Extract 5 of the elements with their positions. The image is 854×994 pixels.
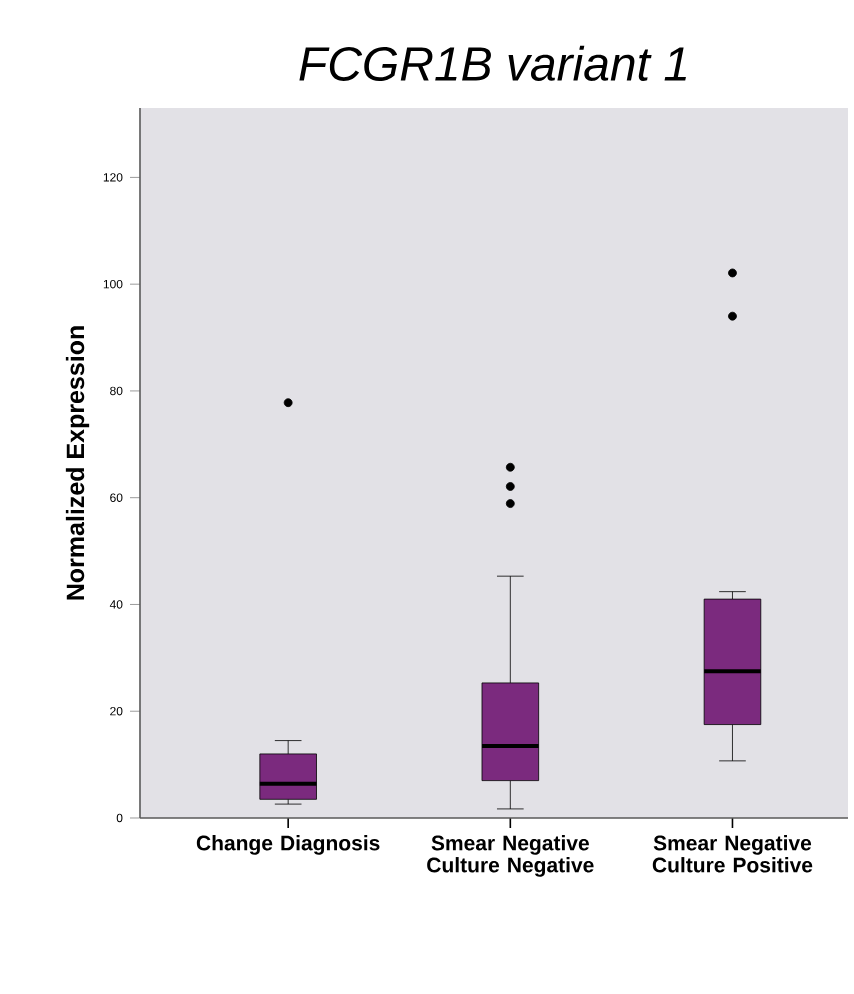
x-tick-label: Smear Negative Culture Negative (427, 835, 594, 877)
x-tick-label: Change Diagnosis (196, 835, 380, 855)
x-tick-label: Smear Negative Culture Positive (652, 835, 813, 873)
chart-title: FCGR1B variant 1 (299, 45, 686, 81)
y-axis-title: Normalized Expression (65, 326, 90, 600)
